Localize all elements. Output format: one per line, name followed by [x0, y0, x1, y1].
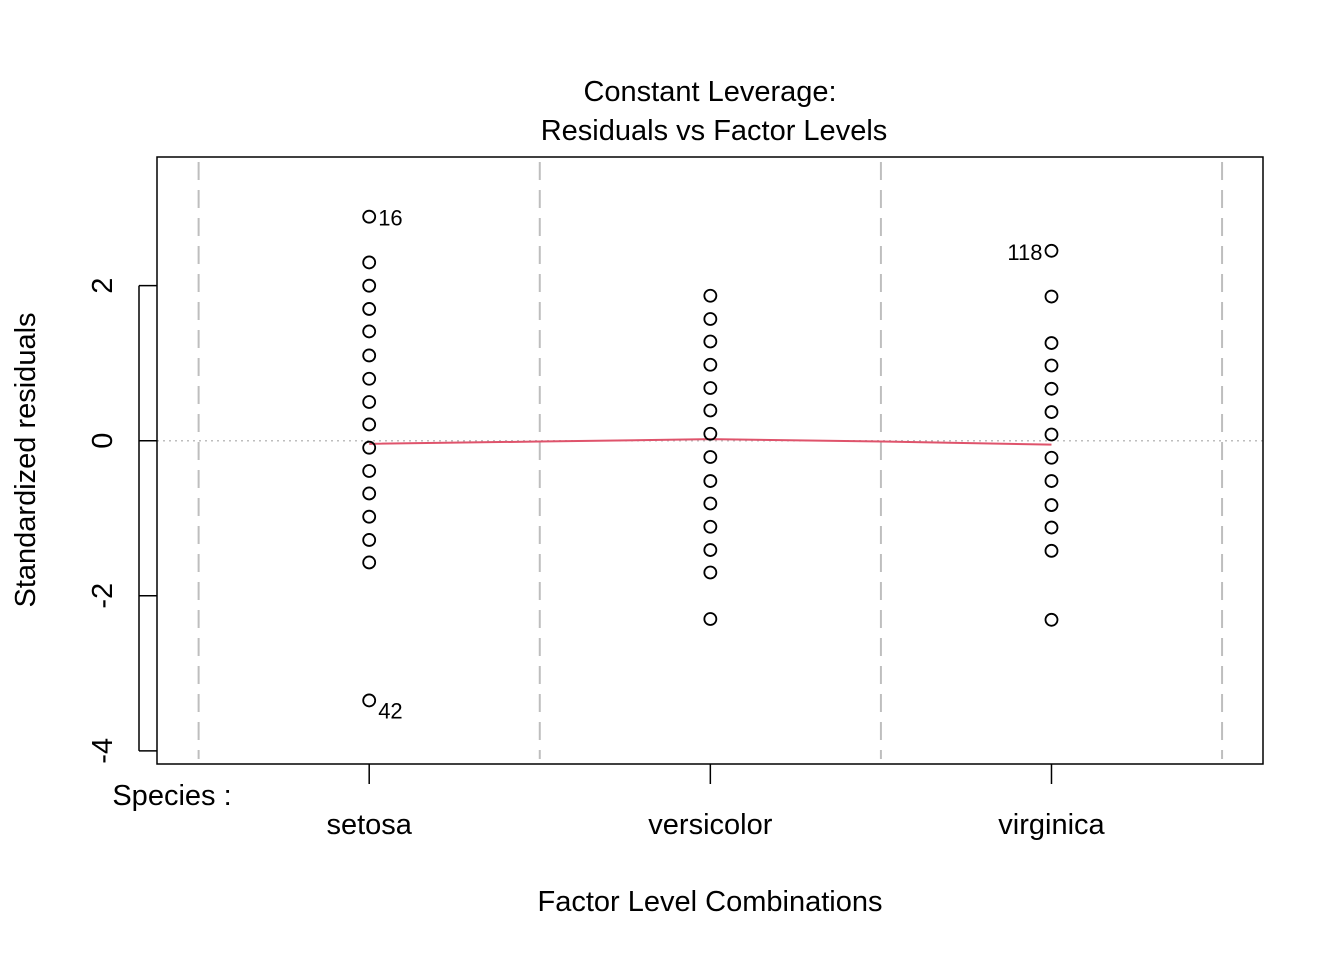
- data-point-versicolor: [703, 312, 718, 326]
- data-point-versicolor: [703, 519, 718, 534]
- data-point-setosa: [362, 440, 377, 455]
- data-point-setosa: [362, 209, 377, 224]
- data-point-virginica: [1044, 405, 1059, 419]
- factor-label: Species :: [112, 780, 231, 812]
- data-point-versicolor: [703, 357, 718, 372]
- data-point-virginica: [1044, 520, 1059, 535]
- data-point-versicolor: [703, 403, 718, 418]
- data-point-virginica: [1044, 498, 1059, 512]
- data-point-virginica: [1044, 612, 1059, 627]
- data-point-versicolor: [703, 565, 718, 580]
- chart-subtitle: Residuals vs Factor Levels: [541, 115, 888, 147]
- data-point-setosa: [362, 255, 377, 270]
- y-tick-label: 2: [87, 278, 119, 294]
- x-tick-label: virginica: [998, 809, 1105, 841]
- data-point-virginica: [1044, 543, 1059, 558]
- data-point-virginica: [1044, 474, 1059, 488]
- data-point-setosa: [362, 693, 377, 708]
- data-point-setosa: [362, 464, 377, 478]
- data-point-versicolor: [703, 288, 718, 303]
- data-point-setosa: [362, 395, 377, 409]
- data-point-setosa: [362, 509, 377, 524]
- data-point-versicolor: [703, 543, 718, 557]
- data-point-setosa: [362, 278, 377, 293]
- x-axis-label: Factor Level Combinations: [538, 886, 883, 918]
- point-label: 118: [1007, 240, 1042, 265]
- data-point-versicolor: [703, 496, 718, 511]
- data-point-versicolor: [703, 450, 718, 464]
- data-point-virginica: [1044, 427, 1059, 442]
- chart-title: Constant Leverage:: [583, 76, 836, 108]
- data-point-setosa: [362, 533, 377, 547]
- data-point-setosa: [362, 371, 377, 386]
- x-tick-label: versicolor: [648, 809, 772, 841]
- data-point-versicolor: [703, 381, 718, 395]
- data-point-setosa: [362, 555, 377, 570]
- data-point-versicolor: [703, 474, 718, 488]
- point-label: 42: [378, 698, 402, 723]
- data-point-versicolor: [703, 612, 718, 626]
- y-tick-label: -2: [87, 583, 119, 609]
- data-point-setosa: [362, 417, 377, 432]
- data-point-virginica: [1044, 381, 1059, 396]
- data-point-setosa: [362, 348, 377, 363]
- data-point-virginica: [1044, 450, 1059, 465]
- y-tick-label: -4: [87, 738, 119, 764]
- y-axis-label: Standardized residuals: [10, 312, 42, 607]
- data-point-virginica: [1044, 336, 1059, 350]
- data-point-virginica: [1044, 243, 1059, 258]
- x-tick-label: setosa: [326, 809, 412, 841]
- data-point-setosa: [362, 486, 377, 501]
- data-point-versicolor: [703, 334, 718, 349]
- data-point-setosa: [362, 324, 377, 339]
- data-point-virginica: [1044, 358, 1059, 373]
- data-point-virginica: [1044, 289, 1059, 304]
- point-label: 16: [378, 206, 402, 231]
- plot-frame: [156, 156, 1264, 765]
- data-point-versicolor: [703, 426, 718, 441]
- y-tick-label: 0: [87, 433, 119, 449]
- data-point-setosa: [362, 302, 377, 316]
